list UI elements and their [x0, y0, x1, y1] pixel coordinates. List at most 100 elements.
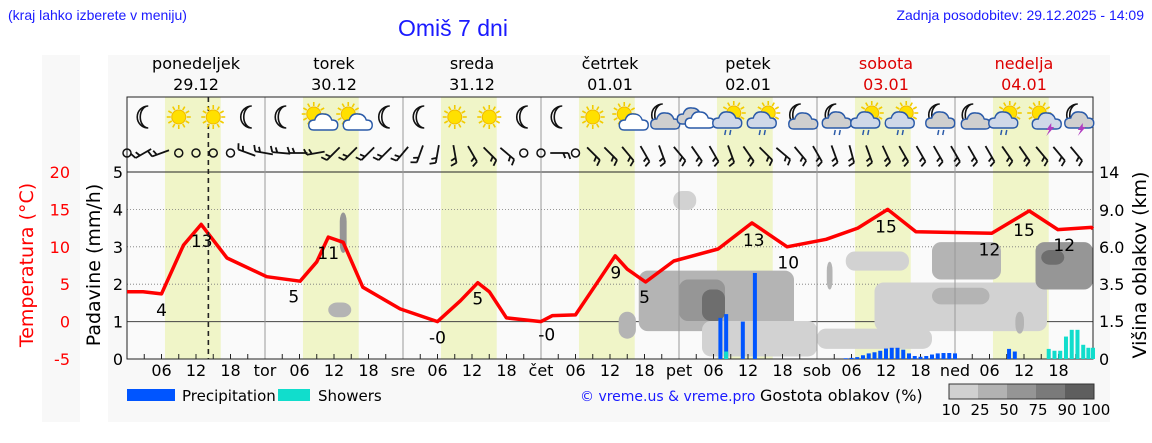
calm-wind-icon [174, 148, 184, 158]
wind-barb-flag [865, 157, 872, 162]
wind-barb-flag [885, 161, 891, 168]
raindrop [867, 129, 870, 136]
calm-wind-icon [208, 148, 218, 158]
wind-barb-flag [783, 155, 788, 162]
sun-disc [585, 109, 601, 125]
wind-barb-flag [817, 161, 823, 167]
wind-barb-flag [727, 157, 734, 162]
raindrop [729, 129, 732, 136]
cloud-density-patch [817, 328, 932, 349]
wind-barb-staff [326, 146, 341, 161]
moon-shape [516, 105, 528, 129]
cloud-density-patch [328, 302, 352, 318]
temp-tick-label: 20 [50, 163, 70, 182]
wind-barb-flag [450, 162, 457, 167]
cloud-shape [988, 111, 1019, 129]
temperature-label: 12 [1053, 236, 1075, 256]
sun-ray [875, 102, 879, 107]
wind-barb-icon [950, 145, 961, 167]
temperature-label: 11 [317, 244, 339, 264]
wind-barb-flag [1041, 156, 1046, 163]
wind-barb-staff [254, 150, 274, 156]
precipitation-bar [907, 353, 911, 359]
sun-disc [171, 109, 187, 125]
calm-wind-icon [570, 148, 581, 158]
sun-ray [354, 107, 360, 111]
location-hint: (kraj lahko izberete v meniju) [8, 7, 187, 23]
wind-barb-flag [130, 153, 137, 159]
x-hour-label: 18 [220, 361, 240, 380]
day-date: 03.01 [863, 75, 909, 94]
wind-barb-flag [429, 161, 436, 165]
sun-ray [878, 106, 883, 110]
cloud-density-swatch [978, 384, 1007, 399]
x-day-label: ned [940, 361, 970, 380]
cloud-density-swatch [949, 384, 978, 399]
x-hour-label: 06 [979, 361, 999, 380]
sun-ray [596, 106, 600, 111]
day-name: petek [725, 54, 771, 73]
wind-barb-flag [308, 148, 313, 155]
x-hour-label: 12 [186, 361, 206, 380]
raindrop [1005, 129, 1008, 136]
day-date: 01.01 [587, 75, 633, 94]
sun-cloud-rain-icon [746, 101, 781, 136]
wind-barb-flag [920, 161, 927, 167]
x-hour-label: 18 [910, 361, 930, 380]
moon-cloud-rain-icon [925, 103, 956, 136]
sun-ray [443, 120, 449, 124]
wind-barb-flag [832, 161, 839, 168]
wind-barb-flag [678, 156, 684, 163]
sun-icon [580, 105, 605, 129]
wind-barb-flag [338, 156, 345, 161]
precip-tick-label: 1 [113, 313, 123, 332]
wind-barb-flag [1007, 160, 1014, 167]
cloud-density-patch [874, 282, 1047, 332]
temperature-label: 15 [875, 217, 897, 237]
sun-ray [774, 106, 780, 110]
cloud-shape [618, 113, 649, 131]
x-hour-label: 06 [565, 361, 585, 380]
sun-ray [899, 102, 903, 107]
sun-icon [442, 105, 467, 129]
wind-barb-flag [593, 156, 598, 162]
x-hour-label: 06 [703, 361, 723, 380]
calm-wind-icon [225, 148, 236, 158]
wind-barb-staff [793, 146, 807, 162]
temp-tick-label: -5 [54, 350, 70, 369]
moon-icon [274, 105, 287, 129]
temp-tick-label: 15 [50, 200, 70, 219]
wind-barb-flag [711, 156, 717, 163]
cloud-density-swatch [1036, 384, 1065, 399]
cloud-height-axis-title: Višina oblakov (km) [1129, 172, 1151, 359]
wind-barb-icon [467, 145, 478, 167]
sun-ray [302, 107, 308, 111]
precipitation-bar [718, 317, 723, 359]
wind-barb-staff [950, 145, 961, 163]
wind-barb-flag [955, 161, 961, 167]
wind-barb-flag [376, 153, 383, 158]
cloud-height-tick-label: 3.5 [1099, 275, 1124, 294]
x-hour-label: 12 [738, 361, 758, 380]
sun-ray [1016, 106, 1021, 110]
precipitation-bar [1007, 348, 1012, 359]
sun-ray [722, 106, 728, 110]
sun-cloud-icon [301, 102, 339, 131]
wind-barb-flag [658, 157, 665, 162]
wind-barb-icon [742, 145, 755, 167]
sun-ray [596, 123, 600, 128]
sun-ray [172, 106, 176, 111]
wind-barb-icon [932, 145, 944, 167]
wind-barb-staff [812, 145, 823, 163]
precipitation-bar [947, 353, 952, 359]
wind-barb-flag [695, 156, 700, 163]
raindrop [942, 129, 945, 136]
wind-barb-icon [881, 145, 892, 168]
moon-shape [240, 105, 252, 129]
wind-barb-icon [450, 144, 458, 167]
sun-disc [481, 109, 497, 125]
cloud-density-patch [1041, 249, 1065, 265]
wind-barb-icon [1018, 145, 1031, 167]
cloud-density-patch [673, 191, 697, 210]
